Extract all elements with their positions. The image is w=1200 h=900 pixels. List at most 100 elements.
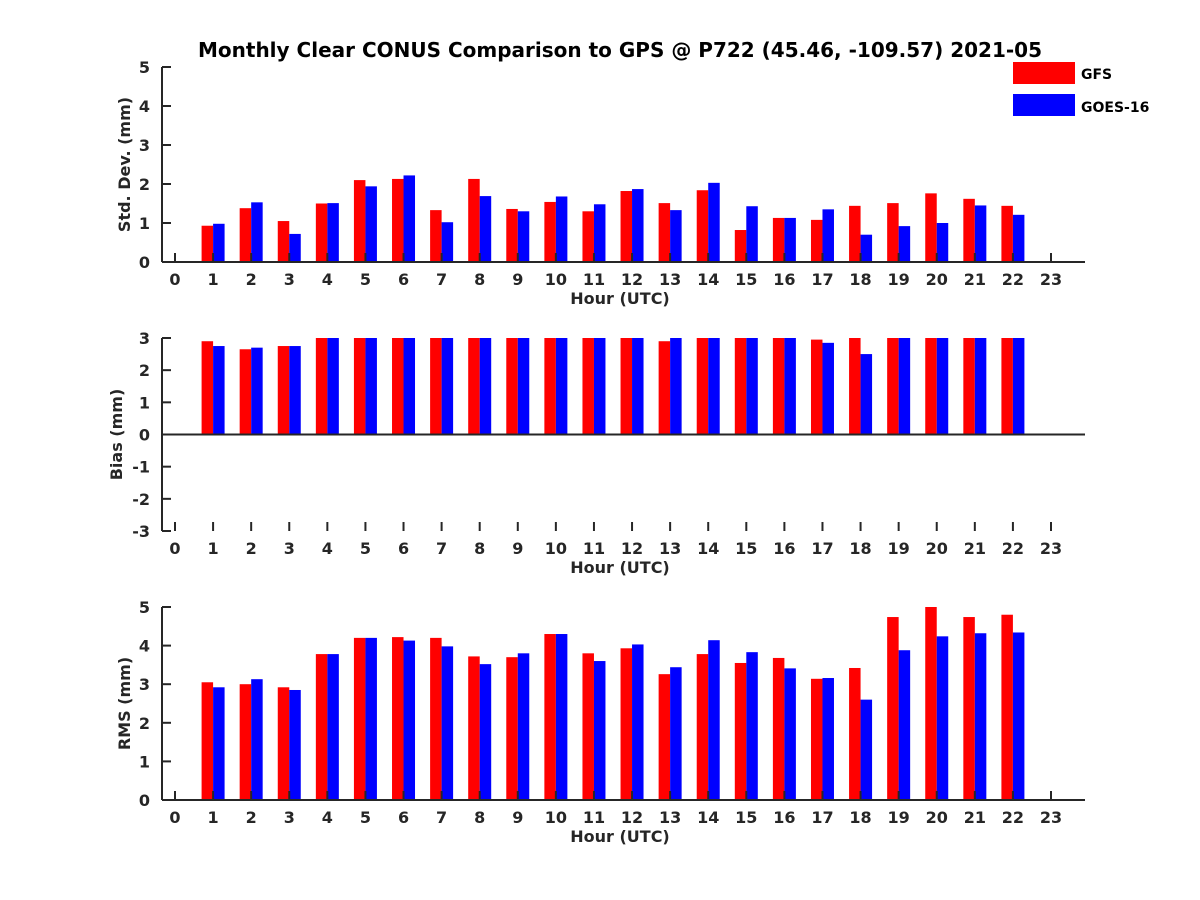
bar-goes16-hour-10 <box>555 196 568 262</box>
bar-goes16-hour-7 <box>441 646 454 800</box>
x-tick-label: 10 <box>545 808 567 827</box>
x-tick-label: 23 <box>1040 270 1062 289</box>
x-tick-label: 16 <box>773 270 795 289</box>
x-tick-label: 18 <box>849 539 871 558</box>
bar-goes16-hour-20 <box>936 636 949 800</box>
bar-goes16-hour-8 <box>479 664 492 800</box>
y-tick-label: -1 <box>132 458 150 477</box>
x-tick-label: 10 <box>545 539 567 558</box>
bar-gfs-hour-20 <box>925 607 937 800</box>
bar-gfs-hour-18 <box>849 205 861 262</box>
y-tick-label: 2 <box>139 361 150 380</box>
bar-goes16-hour-5 <box>365 186 377 262</box>
x-tick-label: 2 <box>246 270 257 289</box>
bar-gfs-hour-13 <box>658 341 671 435</box>
bar-gfs-hour-20 <box>925 193 937 262</box>
bar-gfs-hour-17 <box>810 678 823 800</box>
bar-gfs-hour-2 <box>239 684 252 800</box>
x-tick-label: 15 <box>735 808 757 827</box>
bar-gfs-hour-8 <box>468 178 480 262</box>
bar-goes16-hour-21 <box>974 338 987 435</box>
bar-gfs-hour-3 <box>277 687 290 800</box>
bar-goes16-hour-13 <box>670 667 682 800</box>
x-tick-label: 5 <box>360 808 371 827</box>
bar-gfs-hour-12 <box>620 648 633 800</box>
x-tick-label: 17 <box>811 270 833 289</box>
x-tick-label: 4 <box>322 808 333 827</box>
bar-goes16-hour-18 <box>860 354 873 435</box>
bar-gfs-hour-17 <box>810 219 823 262</box>
bar-gfs-hour-12 <box>620 338 633 435</box>
bar-gfs-hour-14 <box>696 654 709 800</box>
bar-goes16-hour-11 <box>593 204 606 262</box>
bar-goes16-hour-1 <box>213 346 225 435</box>
x-tick-label: 11 <box>583 539 605 558</box>
bar-goes16-hour-5 <box>365 338 377 435</box>
x-tick-label: 11 <box>583 270 605 289</box>
bar-goes16-hour-12 <box>632 338 644 435</box>
x-tick-label: 6 <box>398 808 409 827</box>
x-tick-label: 8 <box>474 539 485 558</box>
x-tick-label: 21 <box>964 808 986 827</box>
x-axis-label: Hour (UTC) <box>570 827 670 846</box>
x-tick-label: 17 <box>811 808 833 827</box>
x-tick-label: 9 <box>512 270 523 289</box>
bar-goes16-hour-17 <box>822 209 834 262</box>
bar-gfs-hour-5 <box>353 338 366 435</box>
bar-gfs-hour-20 <box>925 338 937 435</box>
x-tick-label: 19 <box>888 270 910 289</box>
x-tick-label: 1 <box>208 808 219 827</box>
y-tick-label: 4 <box>139 637 150 656</box>
bar-goes16-hour-1 <box>213 687 225 800</box>
bar-goes16-hour-17 <box>822 342 834 435</box>
x-tick-label: 7 <box>436 808 447 827</box>
bar-goes16-hour-12 <box>632 189 644 262</box>
bar-goes16-hour-2 <box>251 679 263 800</box>
x-tick-label: 2 <box>246 539 257 558</box>
bar-goes16-hour-17 <box>822 678 834 800</box>
bar-gfs-hour-4 <box>315 654 328 800</box>
legend-swatch-gfs <box>1013 62 1075 84</box>
bar-goes16-hour-7 <box>441 222 454 262</box>
bar-goes16-hour-16 <box>784 668 796 800</box>
bar-gfs-hour-9 <box>506 657 518 800</box>
bar-goes16-hour-20 <box>936 338 949 435</box>
x-tick-label: 13 <box>659 539 681 558</box>
x-tick-label: 13 <box>659 808 681 827</box>
x-tick-label: 19 <box>888 539 910 558</box>
bar-goes16-hour-4 <box>327 203 339 262</box>
bar-goes16-hour-8 <box>479 196 492 262</box>
bar-goes16-hour-18 <box>860 699 873 800</box>
legend-label-goes16: GOES-16 <box>1081 100 1149 116</box>
bar-gfs-hour-5 <box>353 637 366 800</box>
bar-gfs-hour-7 <box>430 338 442 435</box>
bar-gfs-hour-14 <box>696 190 709 262</box>
bar-gfs-hour-4 <box>315 203 328 262</box>
bar-goes16-hour-19 <box>898 226 911 262</box>
bar-goes16-hour-22 <box>1012 214 1025 262</box>
x-tick-label: 3 <box>284 539 295 558</box>
bar-gfs-hour-5 <box>353 180 366 262</box>
bar-gfs-hour-12 <box>620 191 633 262</box>
bar-goes16-hour-22 <box>1012 632 1025 800</box>
x-tick-label: 3 <box>284 270 295 289</box>
y-tick-label: 1 <box>139 214 150 233</box>
y-axis-label: RMS (mm) <box>115 657 134 750</box>
x-axis-label: Hour (UTC) <box>570 289 670 308</box>
bar-goes16-hour-13 <box>670 338 682 435</box>
x-tick-label: 20 <box>926 539 948 558</box>
y-tick-label: 3 <box>139 136 150 155</box>
x-tick-label: 15 <box>735 270 757 289</box>
x-tick-label: 3 <box>284 808 295 827</box>
x-tick-label: 8 <box>474 270 485 289</box>
y-tick-label: 3 <box>139 329 150 348</box>
bar-gfs-hour-7 <box>430 637 442 800</box>
x-tick-label: 0 <box>169 270 180 289</box>
x-tick-label: 7 <box>436 539 447 558</box>
bar-gfs-hour-2 <box>239 208 252 262</box>
bar-gfs-hour-8 <box>468 656 480 800</box>
x-tick-label: 11 <box>583 808 605 827</box>
x-tick-label: 0 <box>169 539 180 558</box>
